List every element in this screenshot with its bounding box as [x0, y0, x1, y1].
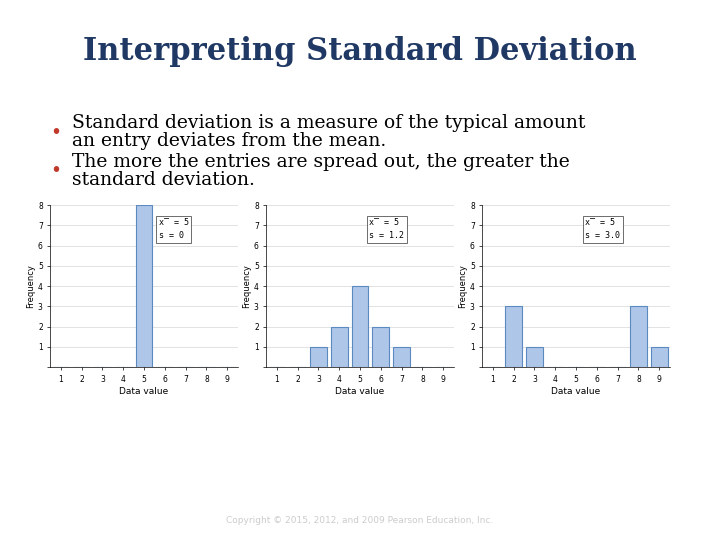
Text: 144: 144: [675, 514, 698, 526]
Bar: [526, 347, 543, 367]
Text: PEARSON: PEARSON: [612, 511, 720, 529]
Bar: [310, 347, 327, 367]
Bar: [393, 347, 410, 367]
Text: x̅ = 5
s = 0: x̅ = 5 s = 0: [159, 218, 189, 240]
Text: standard deviation.: standard deviation.: [72, 171, 255, 190]
Text: Standard deviation is a measure of the typical amount: Standard deviation is a measure of the t…: [72, 114, 585, 132]
Text: x̅ = 5
s = 3.0: x̅ = 5 s = 3.0: [585, 218, 621, 240]
Text: Interpreting Standard Deviation: Interpreting Standard Deviation: [83, 36, 637, 67]
Text: •: •: [50, 160, 61, 180]
Bar: [351, 286, 369, 367]
X-axis label: Data value: Data value: [552, 387, 600, 396]
Bar: [331, 327, 348, 367]
Text: an entry deviates from the mean.: an entry deviates from the mean.: [72, 132, 386, 151]
Bar: [372, 327, 389, 367]
Text: ALWAYS LEARNING: ALWAYS LEARNING: [14, 515, 132, 525]
X-axis label: Data value: Data value: [336, 387, 384, 396]
Bar: [630, 306, 647, 367]
Y-axis label: Frequency: Frequency: [26, 264, 35, 308]
Y-axis label: Frequency: Frequency: [242, 264, 251, 308]
Y-axis label: Frequency: Frequency: [458, 264, 467, 308]
Bar: [505, 306, 522, 367]
X-axis label: Data value: Data value: [120, 387, 168, 396]
Text: The more the entries are spread out, the greater the: The more the entries are spread out, the…: [72, 153, 570, 171]
Bar: [135, 205, 153, 367]
Text: x̅ = 5
s = 1.2: x̅ = 5 s = 1.2: [369, 218, 405, 240]
Text: Copyright © 2015, 2012, and 2009 Pearson Education, Inc.: Copyright © 2015, 2012, and 2009 Pearson…: [226, 516, 494, 524]
Text: •: •: [50, 123, 61, 142]
Bar: [651, 347, 667, 367]
